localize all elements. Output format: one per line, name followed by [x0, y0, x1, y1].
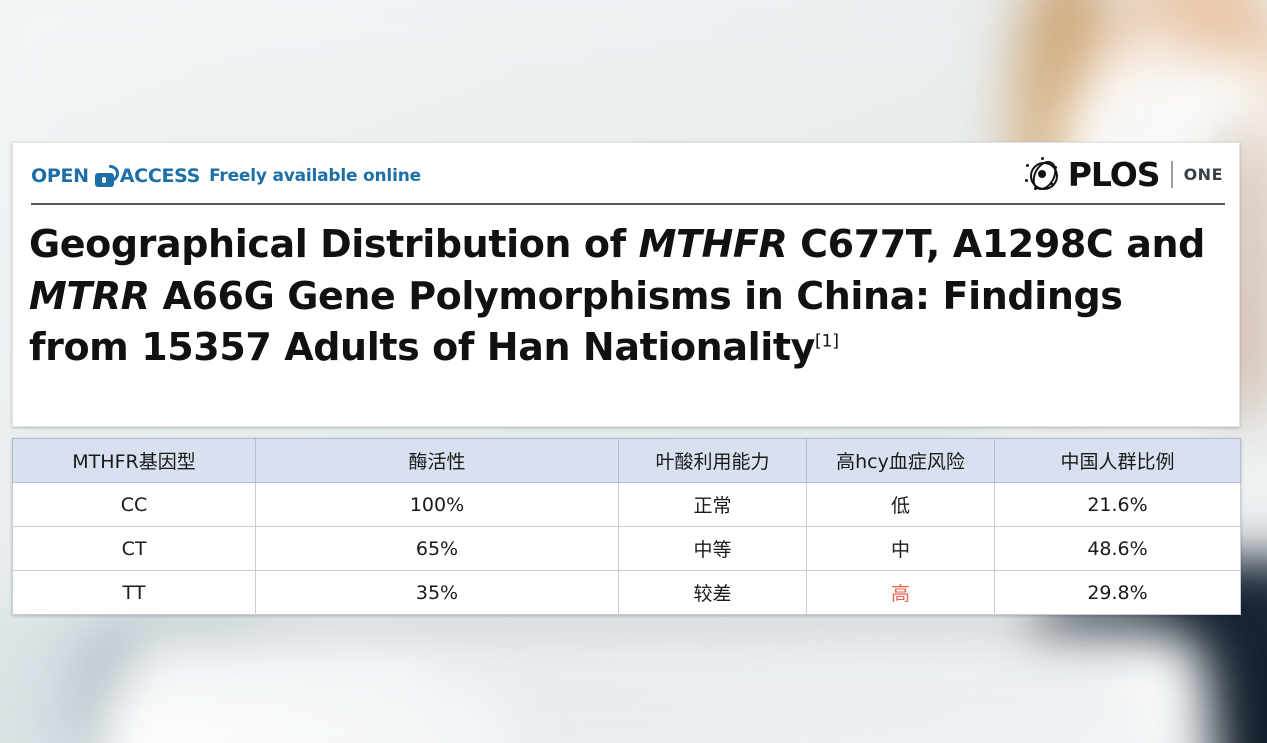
- cell-genotype: CC: [12, 482, 256, 527]
- cell-genotype: TT: [12, 570, 256, 615]
- cell-hcy-risk: 中: [806, 526, 995, 571]
- open-lock-icon: [94, 161, 123, 187]
- table-body: CC 100% 正常 低 21.6% CT 65% 中等 中 48.6% TT …: [12, 482, 1241, 615]
- gene-name-mthfr: MTHFR: [638, 222, 788, 266]
- title-text-1: Geographical Distribution of: [29, 222, 639, 266]
- genotype-table: MTHFR基因型 酶活性 叶酸利用能力 高hcy血症风险 中国人群比例 CC 1…: [12, 438, 1241, 615]
- title-text-3: A66G Gene Polymorphisms in China: Findin…: [149, 273, 1123, 318]
- open-access-word-open: OPEN: [31, 165, 89, 187]
- title-text-4: from 15357 Adults of Han Nationality: [29, 325, 815, 370]
- column-header-hcy-risk: 高hcy血症风险: [806, 438, 995, 483]
- cell-enzyme-activity: 100%: [255, 482, 619, 527]
- column-header-genotype: MTHFR基因型: [12, 438, 256, 483]
- open-access-banner: OPEN ACCESS Freely available online: [31, 161, 421, 187]
- article-header-card: OPEN ACCESS Freely available online PLOS…: [12, 142, 1240, 427]
- cell-population-ratio: 29.8%: [994, 570, 1241, 615]
- open-access-word-access: ACCESS: [119, 165, 201, 187]
- table-row: TT 35% 较差 高 29.8%: [12, 570, 1241, 615]
- gene-name-mtrr: MTRR: [29, 273, 150, 318]
- logo-divider: [1170, 160, 1173, 188]
- page-title: Geographical Distribution of MTHFR C677T…: [29, 219, 1227, 374]
- cell-enzyme-activity: 65%: [255, 526, 619, 571]
- title-text-2: C677T, A1298C and: [787, 222, 1205, 266]
- genotype-table-wrapper: MTHFR基因型 酶活性 叶酸利用能力 高hcy血症风险 中国人群比例 CC 1…: [12, 438, 1241, 615]
- table-row: CT 65% 中等 中 48.6%: [12, 526, 1241, 571]
- cell-folate-capacity: 正常: [618, 482, 807, 527]
- background-keyboard-edge: [110, 690, 510, 743]
- cell-population-ratio: 21.6%: [994, 482, 1241, 527]
- cell-enzyme-activity: 35%: [255, 570, 619, 615]
- plos-wordmark: PLOS: [1067, 154, 1161, 194]
- cell-population-ratio: 48.6%: [994, 526, 1241, 571]
- open-access-row: OPEN ACCESS Freely available online PLOS…: [13, 143, 1239, 205]
- cell-folate-capacity: 中等: [618, 526, 807, 571]
- cell-hcy-risk: 低: [806, 482, 995, 527]
- plos-edition-one: ONE: [1183, 164, 1223, 184]
- column-header-enzyme-activity: 酶活性: [255, 438, 619, 483]
- column-header-folate-capacity: 叶酸利用能力: [618, 438, 807, 483]
- plos-orbit-icon: [1024, 156, 1061, 195]
- header-divider-rule: [31, 203, 1225, 205]
- cell-genotype: CT: [12, 526, 256, 571]
- cell-folate-capacity: 较差: [618, 570, 807, 615]
- table-row: CC 100% 正常 低 21.6%: [12, 482, 1241, 527]
- plos-one-logo[interactable]: PLOS ONE: [1024, 154, 1223, 195]
- open-access-tagline: Freely available online: [209, 166, 421, 186]
- background-keyboard-keys: [430, 640, 1130, 730]
- cell-hcy-risk-high: 高: [806, 570, 995, 615]
- citation-reference: [1]: [814, 331, 840, 352]
- table-header-row: MTHFR基因型 酶活性 叶酸利用能力 高hcy血症风险 中国人群比例: [12, 438, 1241, 483]
- column-header-population-ratio: 中国人群比例: [994, 438, 1241, 483]
